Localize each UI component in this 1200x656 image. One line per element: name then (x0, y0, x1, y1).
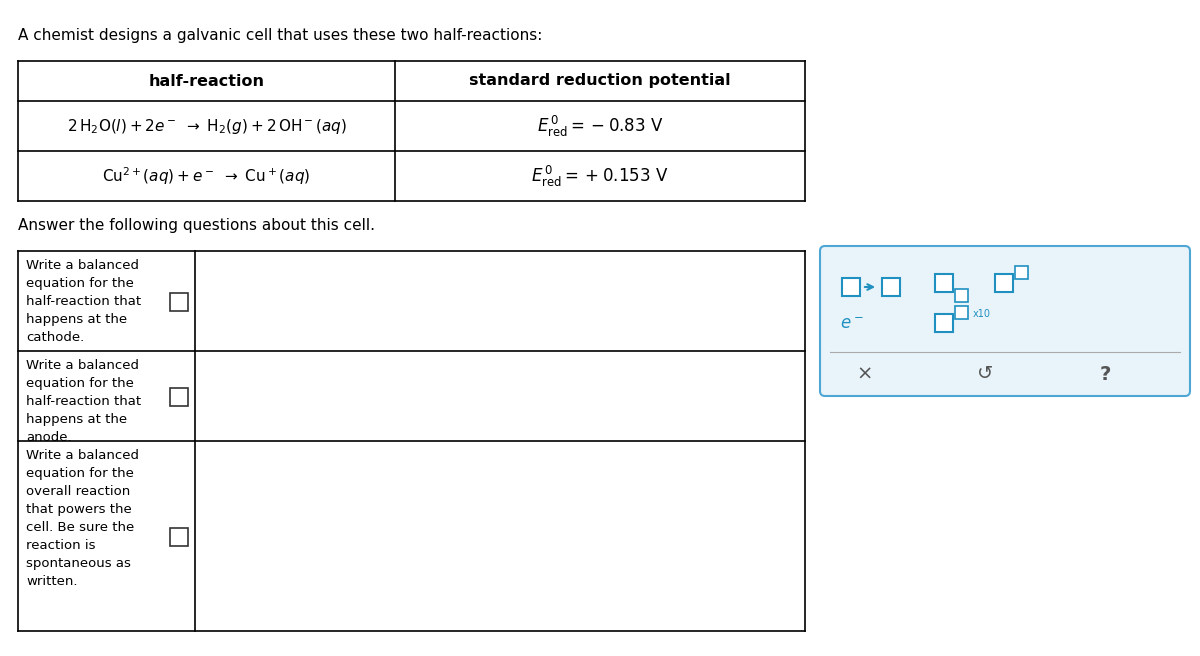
Text: ↺: ↺ (977, 365, 994, 384)
Text: ×: × (857, 365, 874, 384)
Text: half-reaction: half-reaction (149, 73, 264, 89)
Text: standard reduction potential: standard reduction potential (469, 73, 731, 89)
Text: x10: x10 (973, 309, 991, 319)
FancyBboxPatch shape (935, 314, 953, 332)
FancyBboxPatch shape (955, 306, 968, 319)
FancyBboxPatch shape (820, 246, 1190, 396)
Text: Write a balanced
equation for the
overall reaction
that powers the
cell. Be sure: Write a balanced equation for the overal… (26, 449, 139, 588)
Text: $E^{\,0}_{\mathrm{red}}=-0.83\ \mathrm{V}$: $E^{\,0}_{\mathrm{red}}=-0.83\ \mathrm{V… (536, 113, 664, 138)
Text: $\mathrm{Cu}^{2+}(aq)+e^-\ \rightarrow\ \mathrm{Cu}^+(aq)$: $\mathrm{Cu}^{2+}(aq)+e^-\ \rightarrow\ … (102, 165, 311, 187)
FancyBboxPatch shape (170, 528, 188, 546)
FancyBboxPatch shape (170, 293, 188, 311)
FancyBboxPatch shape (882, 278, 900, 296)
Text: $2\,\mathrm{H_2O}(\mathit{l})+2e^-\ \rightarrow\ \mathrm{H_2}(g)+2\,\mathrm{OH}^: $2\,\mathrm{H_2O}(\mathit{l})+2e^-\ \rig… (66, 117, 347, 136)
FancyBboxPatch shape (170, 388, 188, 406)
FancyBboxPatch shape (1015, 266, 1028, 279)
Text: Write a balanced
equation for the
half-reaction that
happens at the
cathode.: Write a balanced equation for the half-r… (26, 259, 142, 344)
FancyBboxPatch shape (935, 274, 953, 292)
FancyBboxPatch shape (955, 289, 968, 302)
FancyBboxPatch shape (842, 278, 860, 296)
FancyBboxPatch shape (995, 274, 1013, 292)
Text: Answer the following questions about this cell.: Answer the following questions about thi… (18, 218, 374, 233)
Text: $e^-$: $e^-$ (840, 315, 864, 333)
Text: Write a balanced
equation for the
half-reaction that
happens at the
anode.: Write a balanced equation for the half-r… (26, 359, 142, 444)
Text: $E^{\,0}_{\mathrm{red}}=+0.153\ \mathrm{V}$: $E^{\,0}_{\mathrm{red}}=+0.153\ \mathrm{… (532, 163, 668, 188)
Text: ?: ? (1099, 365, 1111, 384)
Text: A chemist designs a galvanic cell that uses these two half-reactions:: A chemist designs a galvanic cell that u… (18, 28, 542, 43)
